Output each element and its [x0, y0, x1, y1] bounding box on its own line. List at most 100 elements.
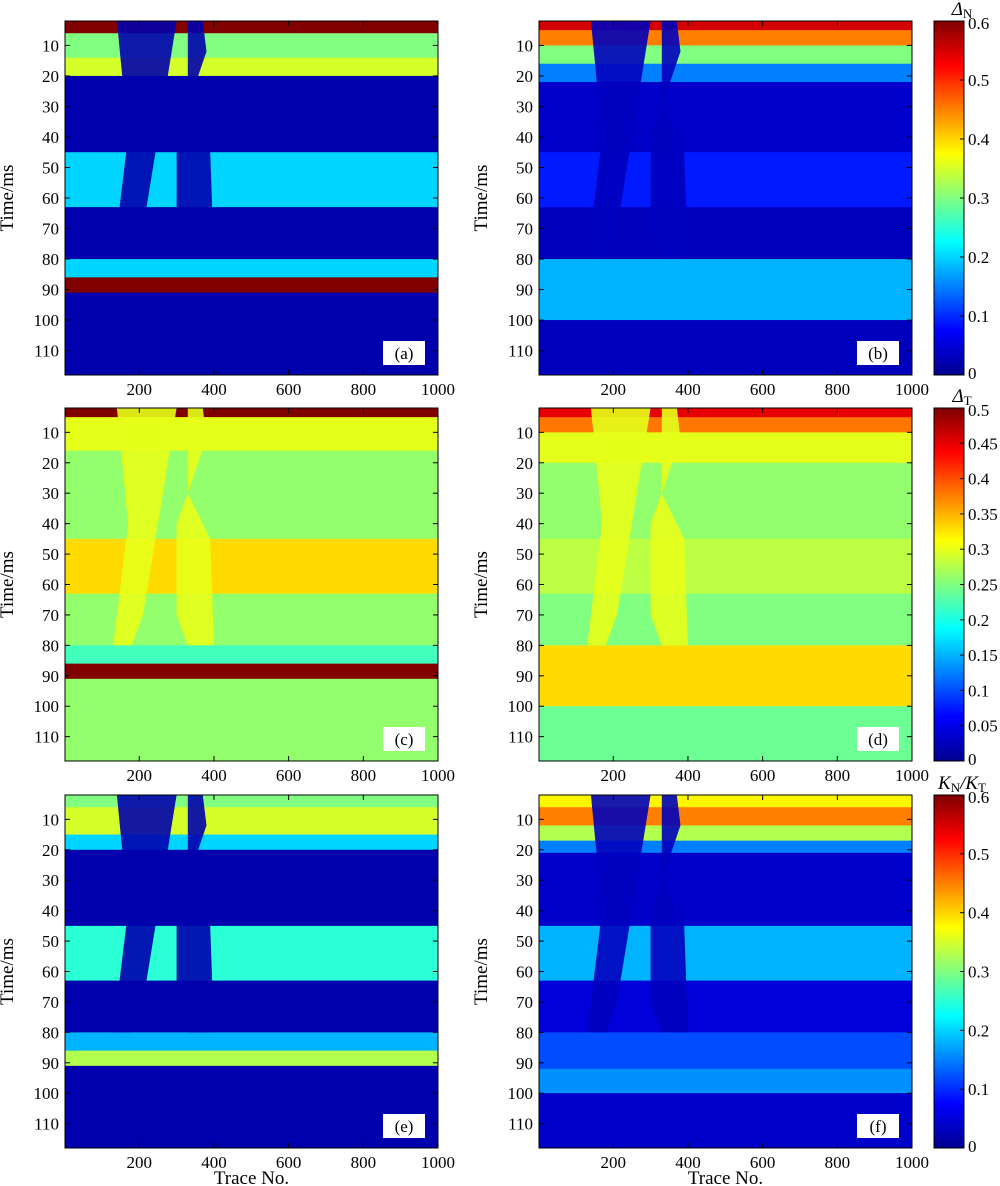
y-tick-label: 40 [516, 128, 533, 147]
colorbar-tick-label: 0.5 [968, 71, 989, 90]
heatmap-layer [539, 840, 912, 854]
heatmap-layer [65, 645, 438, 665]
y-tick-label: 80 [42, 250, 59, 269]
y-tick-label: 90 [516, 281, 533, 300]
y-tick-label: 80 [516, 636, 533, 655]
colorbar-tick-label: 0.35 [968, 505, 998, 524]
heatmap-layer [65, 1032, 438, 1052]
y-tick-label: 70 [42, 220, 59, 239]
y-tick-label: 10 [516, 36, 533, 55]
colorbar-tick-label: 0.3 [968, 189, 989, 208]
y-tick-label: 30 [42, 484, 59, 503]
colorbar: 00.050.10.150.20.250.30.350.40.450.5ΔT [933, 386, 998, 769]
y-tick-label: 110 [508, 342, 533, 361]
y-tick-label: 20 [42, 841, 59, 860]
y-axis-title: Time/ms [0, 938, 18, 1005]
panel-label: (c) [395, 730, 414, 749]
colorbar-tick-label: 0.45 [968, 434, 998, 453]
y-tick-label: 30 [516, 97, 533, 116]
heatmap-layer [65, 678, 438, 761]
heatmap-layer [65, 450, 438, 540]
colorbar-title-main2: /K [959, 773, 979, 794]
heatmap-layer [539, 1068, 912, 1094]
y-tick-label: 60 [42, 189, 59, 208]
colorbar-tick-label: 0.2 [968, 248, 989, 267]
x-tick-label: 600 [276, 766, 302, 785]
y-tick-label: 90 [516, 1054, 533, 1073]
heatmap-layer [539, 63, 912, 83]
heatmap-layer [65, 1065, 438, 1148]
colorbar-title-sub: T [964, 393, 972, 408]
colorbar-tick-label: 0.3 [968, 540, 989, 559]
y-tick-label: 30 [516, 484, 533, 503]
wedge-feature [650, 493, 688, 646]
x-tick-label: 800 [825, 766, 851, 785]
x-tick-label: 200 [601, 380, 627, 399]
panel-a: 10 20 30 40 50 60 70 80 90 100 110 200 400 600 800 1000… [0, 20, 455, 399]
y-tick-label: 80 [42, 1023, 59, 1042]
colorbar-title-sub: N [963, 6, 973, 21]
y-tick-label: 60 [516, 576, 533, 595]
colorbar-tick-label: 0 [968, 750, 977, 769]
wedge-feature [113, 408, 177, 646]
y-axis-title: Time/ms [471, 938, 492, 1005]
heatmap-layer [539, 408, 912, 418]
y-tick-label: 100 [34, 697, 60, 716]
wedge-feature [176, 493, 214, 646]
x-tick-label: 1000 [421, 380, 455, 399]
y-tick-label: 90 [516, 667, 533, 686]
y-tick-label: 50 [42, 158, 59, 177]
heatmap-layer [539, 259, 912, 321]
y-tick-label: 50 [516, 932, 533, 951]
x-tick-label: 200 [601, 1153, 627, 1172]
colorbar-tick-label: 0.5 [968, 401, 989, 420]
y-tick-label: 10 [516, 423, 533, 442]
panel-label-box [857, 1114, 899, 1138]
panel-label-box [383, 727, 425, 751]
colorbar-tick-label: 0.05 [968, 717, 998, 736]
x-tick-label: 800 [351, 766, 377, 785]
heatmap-layer [65, 75, 438, 153]
wedge-feature [113, 21, 177, 259]
colorbar: 00.10.20.30.40.50.6KN/KT [933, 773, 990, 1156]
colorbar-tick-label: 0.15 [968, 646, 998, 665]
panel-label-box [857, 727, 899, 751]
y-axis-title: Time/ms [0, 165, 18, 232]
colorbar-title-main: K [937, 773, 952, 794]
y-tick-label: 40 [516, 515, 533, 534]
heatmap-layer [65, 292, 438, 375]
y-axis-title: Time/ms [471, 551, 492, 618]
plot-area [539, 795, 912, 1148]
y-tick-label: 110 [34, 342, 59, 361]
colorbar-tick-label: 0 [968, 364, 977, 383]
x-tick-label: 1000 [895, 380, 929, 399]
y-tick-label: 10 [42, 36, 59, 55]
wedge-feature [587, 21, 651, 259]
y-tick-label: 110 [34, 728, 59, 747]
y-tick-label: 10 [516, 810, 533, 829]
panel-label: (a) [395, 344, 414, 363]
colorbar: 00.10.20.30.40.50.6ΔN [933, 0, 990, 383]
y-tick-label: 70 [516, 993, 533, 1012]
heatmap-layer [539, 706, 912, 761]
y-tick-label: 90 [42, 667, 59, 686]
panel-b: 10 20 30 40 50 60 70 80 90 100 110 200 400 600 800 1000… [471, 0, 990, 399]
plot-area [65, 795, 438, 1148]
plot-area [65, 408, 438, 761]
y-tick-label: 100 [508, 311, 534, 330]
wedge-feature [650, 880, 688, 1033]
x-tick-label: 800 [825, 1153, 851, 1172]
colorbar-tick-label: 0.4 [968, 470, 990, 489]
wedge-feature [587, 408, 651, 646]
colorbar-tick-label: 0.2 [968, 611, 989, 630]
colorbar-tick-label: 0.3 [968, 963, 989, 982]
x-tick-label: 400 [201, 766, 227, 785]
y-tick-label: 20 [516, 67, 533, 86]
x-tick-label: 800 [351, 1153, 377, 1172]
y-tick-label: 30 [42, 97, 59, 116]
x-tick-label: 200 [601, 766, 627, 785]
y-tick-label: 20 [42, 67, 59, 86]
y-tick-label: 20 [42, 454, 59, 473]
colorbar-title: KN/KT [937, 773, 986, 795]
